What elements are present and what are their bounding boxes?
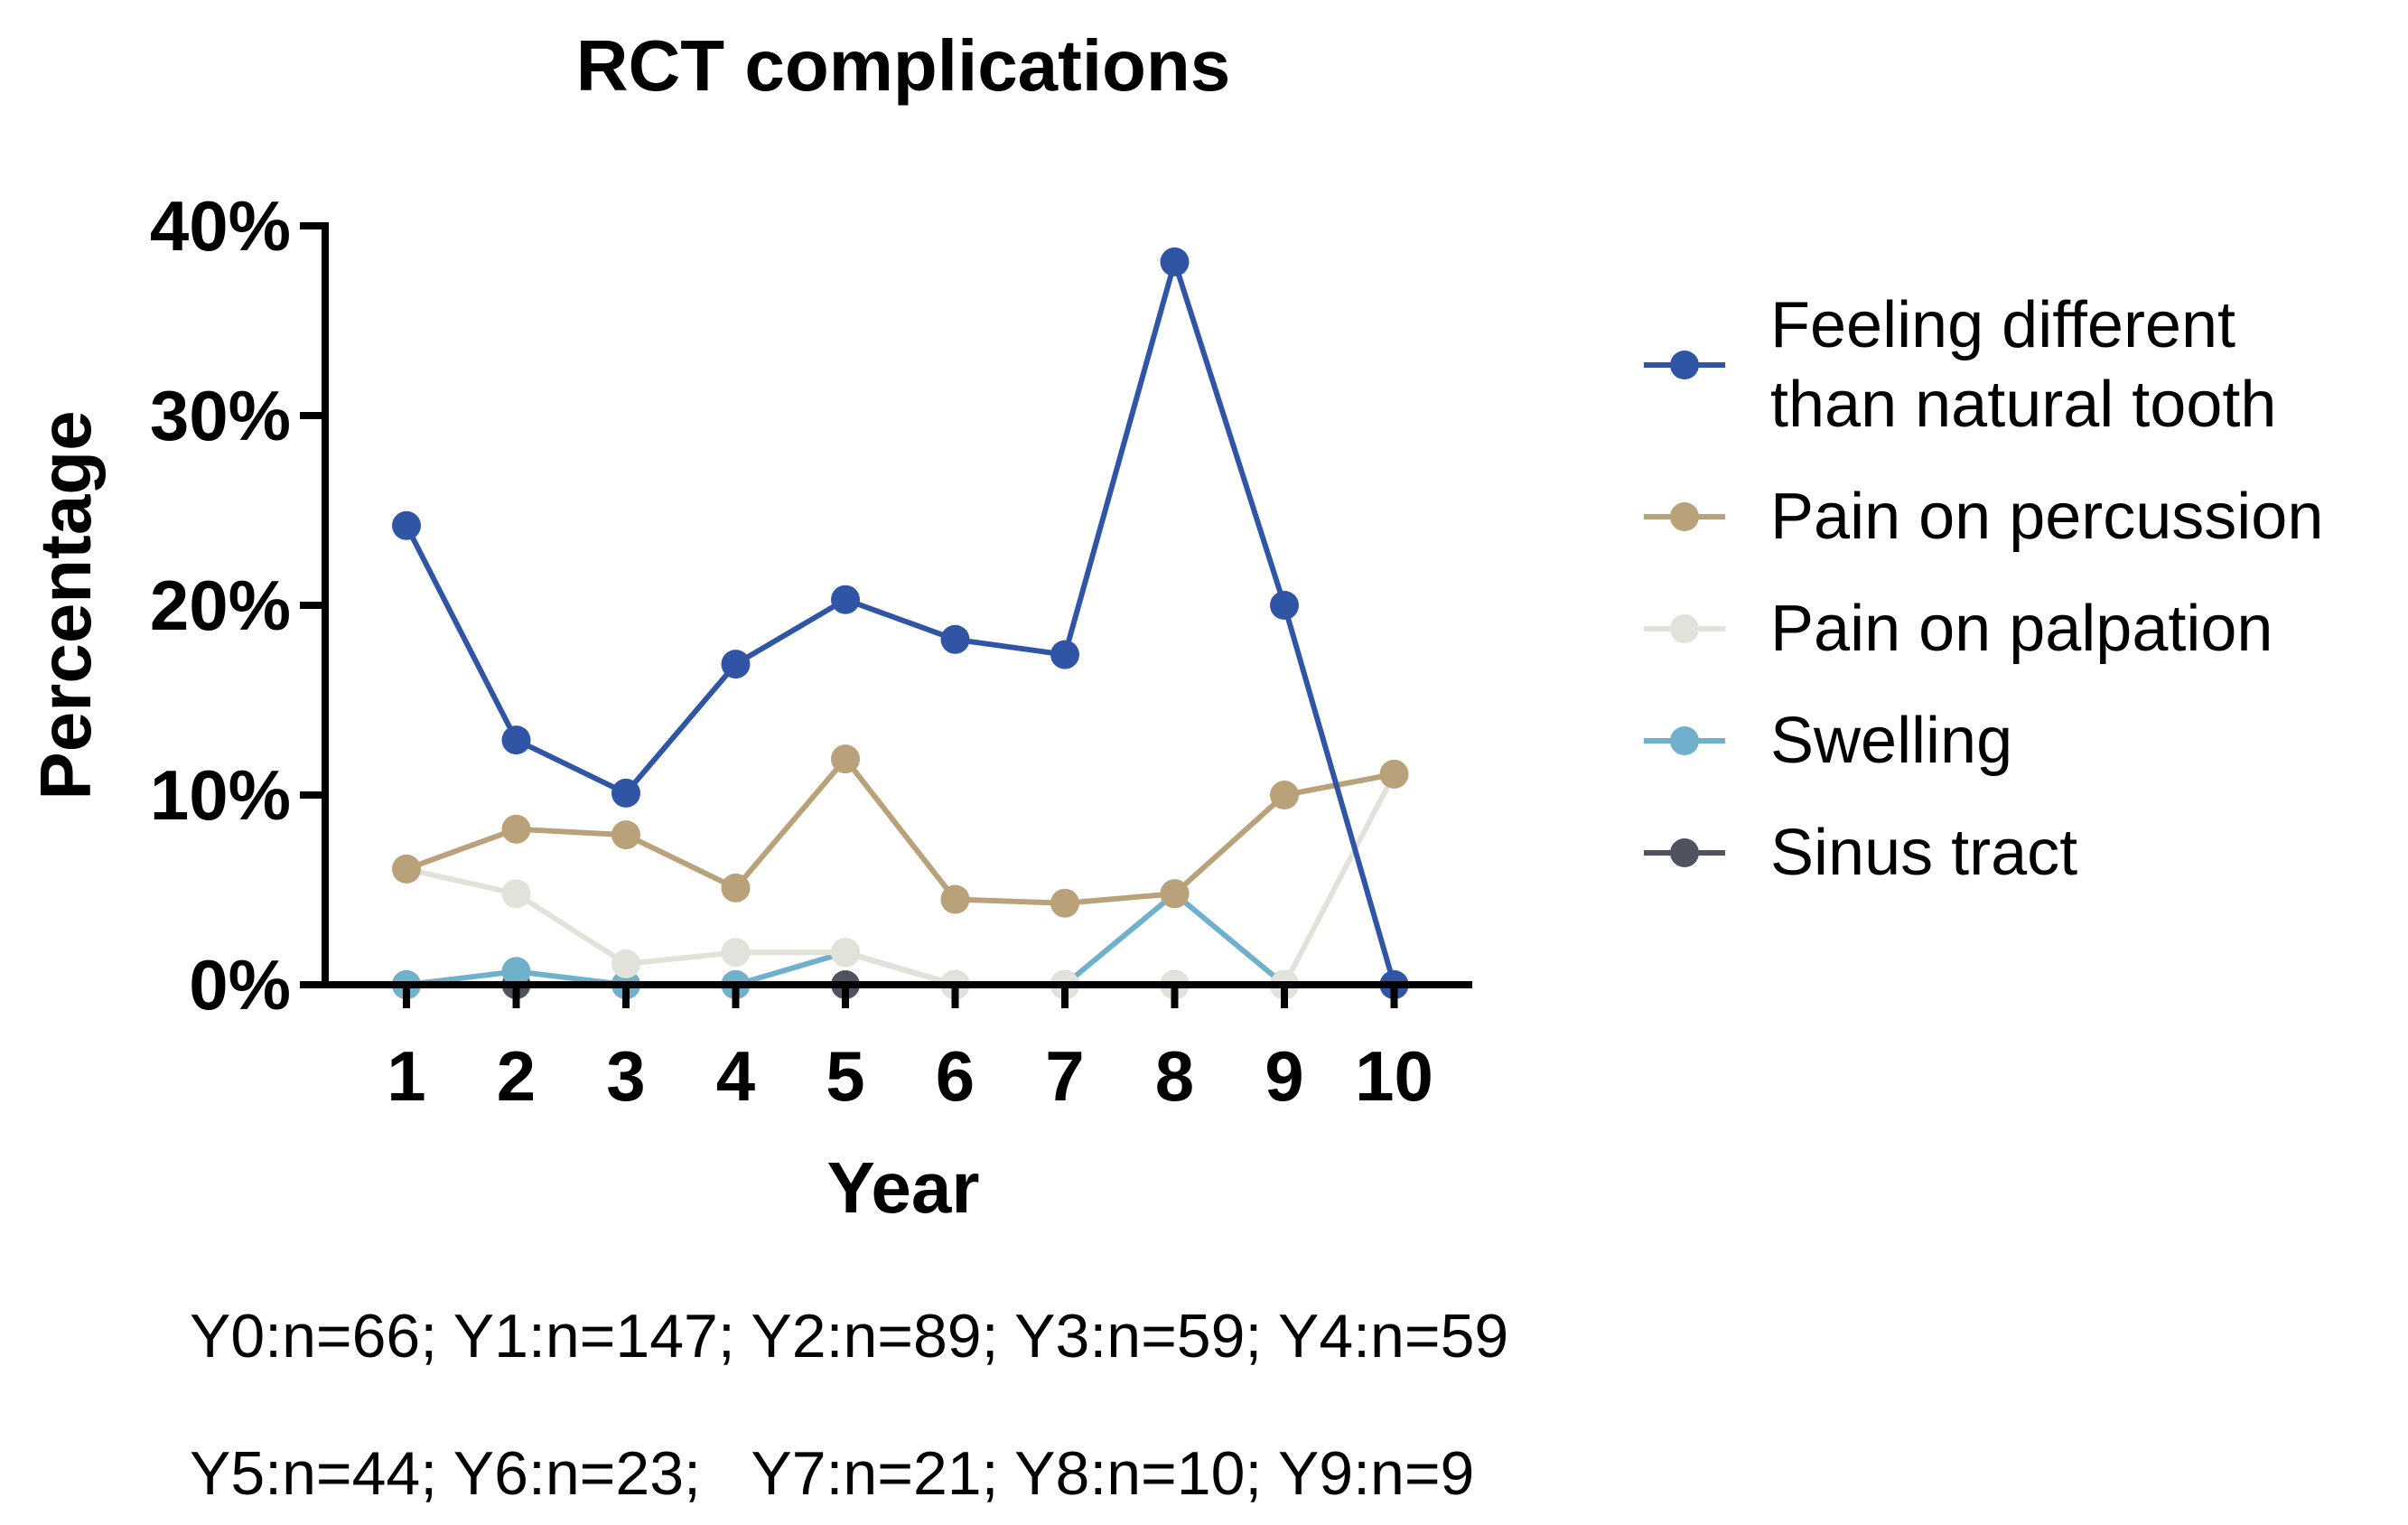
series-3-point-2 (501, 879, 531, 909)
x-tick-label: 6 (936, 1036, 975, 1116)
x-tick-label: 8 (1155, 1036, 1194, 1116)
legend: Feeling different than natural tooth Pain … (1644, 289, 2323, 889)
chart-title: RCT complications (576, 25, 1231, 106)
series-1 (392, 247, 1409, 999)
series-1-point-1 (392, 510, 421, 540)
series-2-point-6 (940, 884, 970, 914)
y-tick-label: 0% (189, 945, 291, 1024)
legend-item-2: Pain on percussion (1644, 481, 2323, 553)
legend-label: than natural tooth (1770, 369, 2276, 441)
series-1-line (404, 258, 1397, 986)
series-2-point-4 (721, 873, 751, 903)
legend-item-4: Swelling (1644, 705, 2012, 777)
series-2-point-2 (501, 814, 531, 844)
series-2-point-9 (1270, 781, 1299, 809)
series-2-point-8 (1160, 879, 1190, 909)
legend-label: Pain on percussion (1770, 481, 2323, 553)
legend-swatch-marker (1670, 351, 1699, 379)
y-tick-label: 10% (150, 755, 291, 835)
x-tick-label: 2 (497, 1036, 536, 1116)
x-tick-label: 3 (606, 1036, 645, 1116)
x-tick-label: 1 (387, 1036, 425, 1116)
series-1-point-3 (611, 778, 640, 808)
legend-swatch-marker (1670, 614, 1699, 643)
series-2-point-3 (611, 820, 640, 850)
x-tick-label: 5 (826, 1036, 864, 1116)
y-tick-label: 40% (150, 186, 291, 266)
legend-swatch-marker (1670, 838, 1699, 867)
series-2-point-1 (392, 854, 421, 884)
legend-item-3: Pain on palpation (1644, 593, 2273, 665)
legend-swatch-marker (1670, 726, 1699, 755)
series-2 (392, 744, 1409, 918)
series-1-point-7 (1050, 640, 1079, 669)
series-2-point-5 (831, 744, 860, 774)
legend-swatch-marker (1670, 502, 1699, 531)
series-1-point-9 (1270, 591, 1299, 620)
plot-area (392, 247, 1409, 999)
sample-size-note-2: Y5:n=44; Y6:n=23; Y7:n=21; Y8:n=10; Y9:n… (190, 1439, 1474, 1508)
y-tick-label: 30% (150, 376, 291, 455)
legend-label: Swelling (1770, 705, 2012, 777)
series-1-point-6 (940, 624, 970, 654)
legend-label: Sinus tract (1770, 817, 2077, 889)
series-1-point-5 (831, 585, 860, 614)
series-2-line (405, 756, 1395, 906)
x-axis-label: Year (826, 1147, 979, 1228)
axes: 0% 10% 20% 30% 40% 1 2 3 4 5 6 7 8 9 10 (150, 186, 1472, 1116)
legend-item-5: Sinus tract (1644, 817, 2077, 889)
series-3-point-3 (611, 949, 640, 978)
y-tick-label: 20% (150, 566, 291, 645)
series-4-point-2 (501, 957, 531, 987)
series-1-point-4 (721, 650, 751, 679)
sample-size-note-1: Y0:n=66; Y1:n=147; Y2:n=89; Y3:n=59; Y4:… (190, 1302, 1508, 1371)
x-tick-label: 4 (716, 1036, 755, 1116)
series-3-point-4 (721, 938, 751, 968)
y-axis-label: Percentage (25, 410, 106, 800)
series-1-point-2 (501, 725, 531, 755)
x-tick-label: 10 (1355, 1036, 1433, 1116)
legend-item-1: Feeling different than natural tooth (1644, 289, 2276, 441)
series-1-point-8 (1160, 247, 1190, 276)
legend-label: Feeling different (1770, 289, 2235, 361)
legend-label: Pain on palpation (1770, 593, 2273, 665)
x-tick-label: 9 (1265, 1036, 1303, 1116)
x-tick-label: 7 (1045, 1036, 1084, 1116)
series-2-point-10 (1379, 759, 1409, 789)
series-3-point-5 (831, 938, 860, 968)
series-2-point-7 (1050, 888, 1079, 918)
